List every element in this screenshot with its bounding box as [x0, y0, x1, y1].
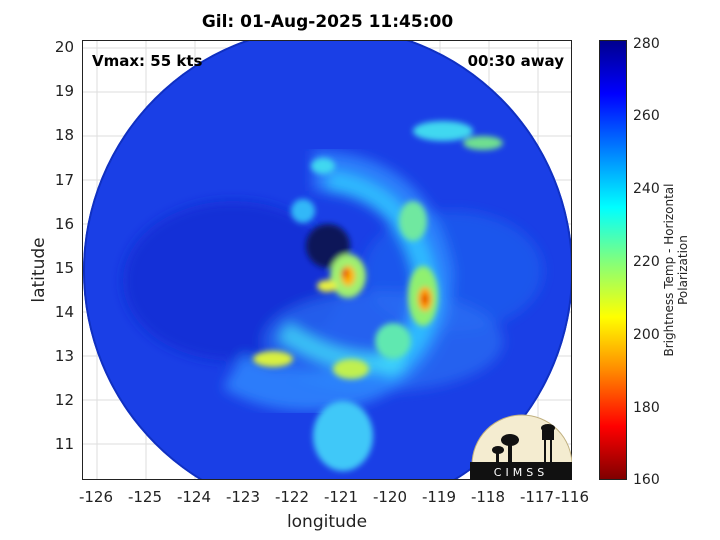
x-tick-label: -117 [519, 488, 555, 506]
colorbar-tick: 260 [633, 108, 660, 124]
vmax-label: Vmax: 55 kts [92, 52, 203, 70]
y-tick-label: 13 [54, 347, 74, 365]
x-tick-label: -120 [372, 488, 408, 506]
y-tick-label: 17 [54, 171, 74, 189]
x-tick-label: -122 [274, 488, 310, 506]
colorbar-tick: 200 [633, 327, 660, 343]
colorbar-tick: 220 [633, 254, 660, 270]
cimss-logo-icon: CIMSS [470, 414, 573, 516]
colorbar-label: Brightness Temp - Horizontal Polarizatio… [662, 183, 690, 357]
microwave-imagery [83, 41, 571, 479]
y-tick-label: 20 [54, 38, 74, 56]
logo-text: CIMSS [494, 466, 548, 479]
x-tick-label: -119 [421, 488, 457, 506]
y-tick-label: 16 [54, 215, 74, 233]
y-axis-label: latitude [29, 237, 49, 303]
y-tick-label: 18 [54, 126, 74, 144]
colorbar-tick: 240 [633, 181, 660, 197]
y-tick-label: 12 [54, 391, 74, 409]
x-tick-label: -121 [323, 488, 359, 506]
y-tick-label: 11 [54, 435, 74, 453]
x-tick-label: -118 [470, 488, 506, 506]
map-plot-area [82, 40, 572, 480]
x-tick-label: -116 [554, 488, 590, 506]
colorbar-tick: 280 [633, 36, 660, 52]
plot-title: Gil: 01-Aug-2025 11:45:00 [201, 12, 454, 32]
x-axis-label: longitude [286, 512, 368, 532]
colorbar [599, 40, 627, 480]
x-tick-label: -125 [127, 488, 163, 506]
x-tick-label: -126 [78, 488, 114, 506]
colorbar-tick: 160 [633, 472, 660, 488]
y-tick-label: 15 [54, 259, 74, 277]
x-tick-label: -123 [225, 488, 261, 506]
y-tick-label: 14 [54, 303, 74, 321]
colorbar-tick: 180 [633, 400, 660, 416]
cimss-logo: CIMSS [470, 410, 573, 516]
x-tick-label: -124 [176, 488, 212, 506]
away-label: 00:30 away [467, 52, 564, 70]
y-tick-label: 19 [54, 82, 74, 100]
